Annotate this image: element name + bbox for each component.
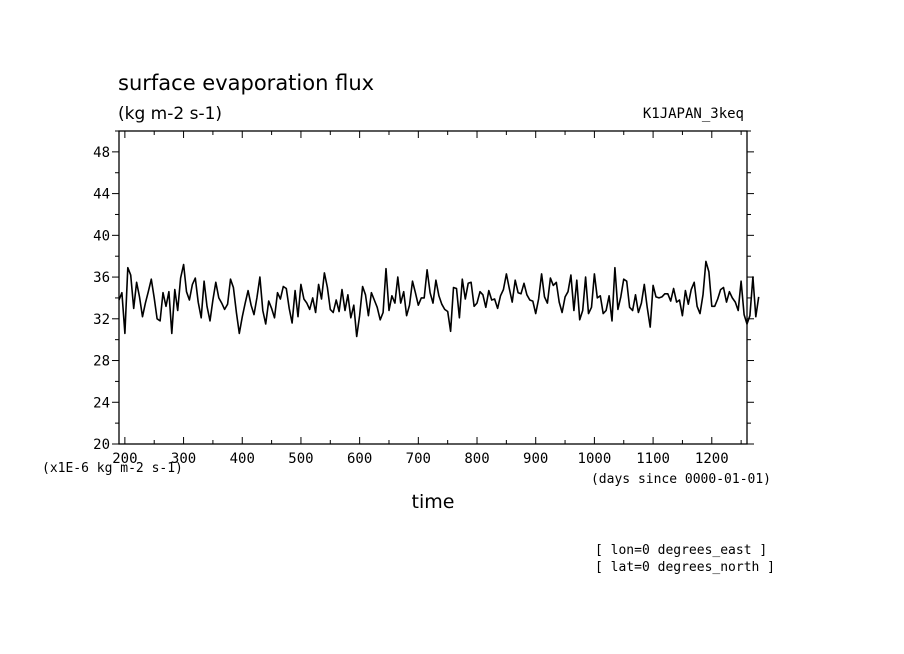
x-tick-label: 300: [171, 451, 196, 467]
x-tick-label: 1100: [636, 451, 670, 467]
y-scale-note: (x1E-6 kg m-2 s-1): [42, 461, 183, 476]
x-tick-label: 500: [288, 451, 313, 467]
y-tick-label: 20: [93, 437, 110, 453]
experiment-label: K1JAPAN_3keq: [643, 106, 744, 122]
y-tick-label: 40: [93, 228, 110, 244]
x-tick-labels: 200 300 400 500 600 700 800 900 1000 1100 1200: [112, 451, 728, 467]
plot-frame: [118, 130, 748, 445]
x-units-label: (days since 0000-01-01): [591, 472, 771, 487]
y-tick-label: 48: [93, 145, 110, 161]
chart-title: surface evaporation flux: [118, 71, 374, 95]
x-tick-label: 1200: [695, 451, 729, 467]
note-lon: [ lon=0 degrees_east ]: [595, 543, 767, 558]
y-tick-labels: 20 24 28 32 36 40 44 48: [93, 145, 110, 453]
y-tick-label: 28: [93, 354, 110, 370]
x-tick-label: 800: [464, 451, 489, 467]
x-tick-label: 700: [406, 451, 431, 467]
axis-ticks: [112, 130, 754, 445]
chart-units: (kg m-2 s-1): [118, 104, 222, 124]
x-tick-label: 600: [347, 451, 372, 467]
series-lines: [118, 260, 760, 338]
y-tick-label: 36: [93, 270, 110, 286]
x-tick-label: 1000: [578, 451, 612, 467]
y-tick-label: 32: [93, 312, 110, 328]
x-axis-label: time: [412, 491, 455, 513]
y-tick-label: 24: [93, 395, 110, 411]
note-lat: [ lat=0 degrees_north ]: [595, 560, 775, 575]
series-line: [118, 260, 760, 338]
y-tick-label: 44: [93, 187, 110, 203]
x-tick-label: 200: [112, 451, 137, 467]
x-tick-label: 400: [230, 451, 255, 467]
x-tick-label: 900: [523, 451, 548, 467]
